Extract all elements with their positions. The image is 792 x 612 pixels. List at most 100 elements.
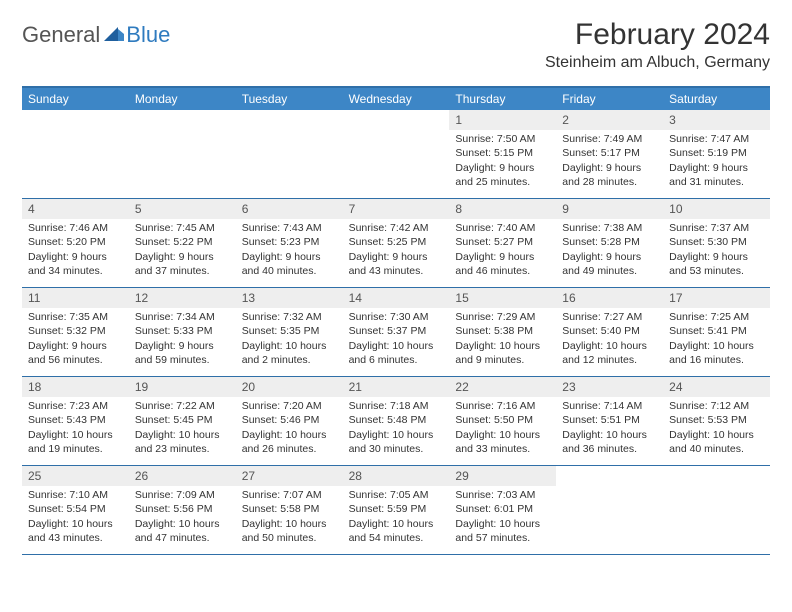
day-details: Sunrise: 7:38 AMSunset: 5:28 PMDaylight:… xyxy=(556,219,663,284)
day-number: 1 xyxy=(449,110,556,130)
sunset-text: Sunset: 5:22 PM xyxy=(135,235,230,249)
daylight-text: Daylight: 9 hours xyxy=(28,250,123,264)
day-header: Saturday xyxy=(663,88,770,110)
calendar-cell: 9Sunrise: 7:38 AMSunset: 5:28 PMDaylight… xyxy=(556,199,663,287)
calendar-cell: 11Sunrise: 7:35 AMSunset: 5:32 PMDayligh… xyxy=(22,288,129,376)
calendar-cell: 6Sunrise: 7:43 AMSunset: 5:23 PMDaylight… xyxy=(236,199,343,287)
calendar-cell xyxy=(236,110,343,198)
week-row: 4Sunrise: 7:46 AMSunset: 5:20 PMDaylight… xyxy=(22,199,770,288)
day-number: 6 xyxy=(236,199,343,219)
sunset-text: Sunset: 5:54 PM xyxy=(28,502,123,516)
week-row: 1Sunrise: 7:50 AMSunset: 5:15 PMDaylight… xyxy=(22,110,770,199)
daylight-text: and 47 minutes. xyxy=(135,531,230,545)
daylight-text: and 37 minutes. xyxy=(135,264,230,278)
day-details: Sunrise: 7:29 AMSunset: 5:38 PMDaylight:… xyxy=(449,308,556,373)
daylight-text: and 31 minutes. xyxy=(669,175,764,189)
calendar-cell: 14Sunrise: 7:30 AMSunset: 5:37 PMDayligh… xyxy=(343,288,450,376)
week-row: 11Sunrise: 7:35 AMSunset: 5:32 PMDayligh… xyxy=(22,288,770,377)
daylight-text: Daylight: 9 hours xyxy=(455,250,550,264)
day-details: Sunrise: 7:43 AMSunset: 5:23 PMDaylight:… xyxy=(236,219,343,284)
sunset-text: Sunset: 5:43 PM xyxy=(28,413,123,427)
daylight-text: Daylight: 10 hours xyxy=(455,428,550,442)
day-number: 10 xyxy=(663,199,770,219)
daylight-text: and 40 minutes. xyxy=(242,264,337,278)
day-details: Sunrise: 7:25 AMSunset: 5:41 PMDaylight:… xyxy=(663,308,770,373)
sunrise-text: Sunrise: 7:23 AM xyxy=(28,399,123,413)
sunset-text: Sunset: 5:37 PM xyxy=(349,324,444,338)
daylight-text: and 43 minutes. xyxy=(349,264,444,278)
day-number: 7 xyxy=(343,199,450,219)
sunrise-text: Sunrise: 7:38 AM xyxy=(562,221,657,235)
sunset-text: Sunset: 5:41 PM xyxy=(669,324,764,338)
sunset-text: Sunset: 5:17 PM xyxy=(562,146,657,160)
sunset-text: Sunset: 5:28 PM xyxy=(562,235,657,249)
sunset-text: Sunset: 5:38 PM xyxy=(455,324,550,338)
calendar-cell: 24Sunrise: 7:12 AMSunset: 5:53 PMDayligh… xyxy=(663,377,770,465)
sunrise-text: Sunrise: 7:14 AM xyxy=(562,399,657,413)
day-details: Sunrise: 7:20 AMSunset: 5:46 PMDaylight:… xyxy=(236,397,343,462)
daylight-text: and 54 minutes. xyxy=(349,531,444,545)
day-details: Sunrise: 7:12 AMSunset: 5:53 PMDaylight:… xyxy=(663,397,770,462)
day-details: Sunrise: 7:18 AMSunset: 5:48 PMDaylight:… xyxy=(343,397,450,462)
header: General Blue February 2024 Steinheim am … xyxy=(22,18,770,72)
sunrise-text: Sunrise: 7:18 AM xyxy=(349,399,444,413)
sunset-text: Sunset: 5:33 PM xyxy=(135,324,230,338)
daylight-text: Daylight: 9 hours xyxy=(349,250,444,264)
day-number: 18 xyxy=(22,377,129,397)
sunrise-text: Sunrise: 7:50 AM xyxy=(455,132,550,146)
sunrise-text: Sunrise: 7:20 AM xyxy=(242,399,337,413)
daylight-text: Daylight: 9 hours xyxy=(242,250,337,264)
logo-mark-icon xyxy=(104,25,124,41)
calendar-cell xyxy=(556,466,663,554)
header-right: February 2024 Steinheim am Albuch, Germa… xyxy=(545,18,770,72)
day-details: Sunrise: 7:32 AMSunset: 5:35 PMDaylight:… xyxy=(236,308,343,373)
daylight-text: and 34 minutes. xyxy=(28,264,123,278)
daylight-text: and 28 minutes. xyxy=(562,175,657,189)
daylight-text: Daylight: 9 hours xyxy=(455,161,550,175)
calendar-cell: 15Sunrise: 7:29 AMSunset: 5:38 PMDayligh… xyxy=(449,288,556,376)
sunset-text: Sunset: 5:25 PM xyxy=(349,235,444,249)
day-details: Sunrise: 7:45 AMSunset: 5:22 PMDaylight:… xyxy=(129,219,236,284)
sunset-text: Sunset: 5:53 PM xyxy=(669,413,764,427)
day-details: Sunrise: 7:47 AMSunset: 5:19 PMDaylight:… xyxy=(663,130,770,195)
sunrise-text: Sunrise: 7:22 AM xyxy=(135,399,230,413)
day-number: 25 xyxy=(22,466,129,486)
calendar-cell: 28Sunrise: 7:05 AMSunset: 5:59 PMDayligh… xyxy=(343,466,450,554)
calendar-cell: 17Sunrise: 7:25 AMSunset: 5:41 PMDayligh… xyxy=(663,288,770,376)
sunrise-text: Sunrise: 7:40 AM xyxy=(455,221,550,235)
daylight-text: and 40 minutes. xyxy=(669,442,764,456)
sunrise-text: Sunrise: 7:05 AM xyxy=(349,488,444,502)
daylight-text: and 16 minutes. xyxy=(669,353,764,367)
daylight-text: Daylight: 10 hours xyxy=(562,339,657,353)
daylight-text: Daylight: 10 hours xyxy=(455,517,550,531)
sunset-text: Sunset: 5:27 PM xyxy=(455,235,550,249)
day-number: 27 xyxy=(236,466,343,486)
sunrise-text: Sunrise: 7:07 AM xyxy=(242,488,337,502)
daylight-text: Daylight: 10 hours xyxy=(28,517,123,531)
day-number: 2 xyxy=(556,110,663,130)
calendar-cell: 5Sunrise: 7:45 AMSunset: 5:22 PMDaylight… xyxy=(129,199,236,287)
day-number: 14 xyxy=(343,288,450,308)
daylight-text: Daylight: 9 hours xyxy=(28,339,123,353)
page-subtitle: Steinheim am Albuch, Germany xyxy=(545,54,770,72)
daylight-text: Daylight: 10 hours xyxy=(28,428,123,442)
daylight-text: and 49 minutes. xyxy=(562,264,657,278)
calendar-cell: 27Sunrise: 7:07 AMSunset: 5:58 PMDayligh… xyxy=(236,466,343,554)
day-details: Sunrise: 7:07 AMSunset: 5:58 PMDaylight:… xyxy=(236,486,343,551)
day-details: Sunrise: 7:27 AMSunset: 5:40 PMDaylight:… xyxy=(556,308,663,373)
calendar-cell: 16Sunrise: 7:27 AMSunset: 5:40 PMDayligh… xyxy=(556,288,663,376)
daylight-text: and 2 minutes. xyxy=(242,353,337,367)
sunrise-text: Sunrise: 7:29 AM xyxy=(455,310,550,324)
calendar-cell: 18 Sunrise: 7:23 AMSunset: 5:43 PMDayligh… xyxy=(22,377,129,465)
day-number: 12 xyxy=(129,288,236,308)
day-details: Sunrise: 7:37 AMSunset: 5:30 PMDaylight:… xyxy=(663,219,770,284)
day-details: Sunrise: 7:16 AMSunset: 5:50 PMDaylight:… xyxy=(449,397,556,462)
day-number: 19 xyxy=(129,377,236,397)
day-details: Sunrise: 7:34 AMSunset: 5:33 PMDaylight:… xyxy=(129,308,236,373)
day-number: 3 xyxy=(663,110,770,130)
daylight-text: and 26 minutes. xyxy=(242,442,337,456)
sunrise-text: Sunrise: 7:43 AM xyxy=(242,221,337,235)
calendar-cell: 2Sunrise: 7:49 AMSunset: 5:17 PMDaylight… xyxy=(556,110,663,198)
page-title: February 2024 xyxy=(545,18,770,52)
day-number: 9 xyxy=(556,199,663,219)
